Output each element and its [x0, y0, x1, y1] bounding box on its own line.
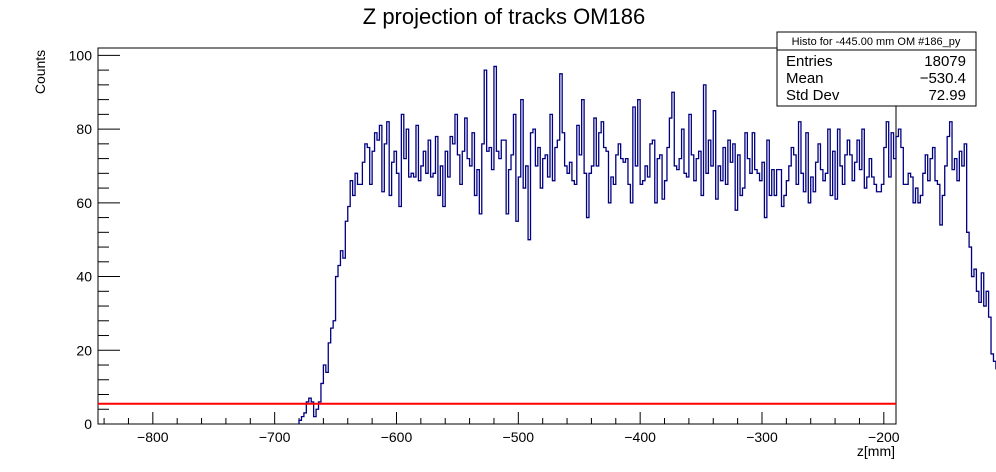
y-axis-title: Counts [32, 50, 48, 94]
axis-ticks [98, 54, 885, 425]
x-axis-title: z[mm] [857, 443, 895, 459]
y-tick-label: 20 [76, 342, 92, 358]
stats-stddev-value: 72.99 [928, 87, 966, 104]
x-tick-label: −700 [259, 429, 291, 445]
stats-mean-value: −530.4 [920, 70, 966, 87]
y-tick-label: 40 [76, 269, 92, 285]
x-tick-label: −200 [868, 429, 900, 445]
stats-box: Histo for -445.00 mm OM #186_py Entries … [776, 31, 977, 107]
x-tick-label: −800 [137, 429, 169, 445]
stats-stddev-label: Std Dev [786, 87, 840, 104]
y-tick-label: 100 [69, 47, 93, 63]
plot-frame [97, 47, 897, 425]
stats-header: Histo for -445.00 mm OM #186_py [792, 36, 961, 48]
y-tick-label: 60 [76, 195, 92, 211]
histogram-step-line [298, 65, 996, 424]
y-tick-label: 0 [84, 416, 92, 432]
y-tick-label: 80 [76, 121, 92, 137]
stats-entries-value: 18079 [924, 53, 966, 70]
x-tick-label: −600 [381, 429, 413, 445]
histogram-series [98, 65, 996, 424]
chart-title: Z projection of tracks OM186 [363, 4, 645, 29]
plot-area-frame [97, 47, 897, 425]
x-tick-label: −400 [624, 429, 656, 445]
axis-tick-labels: −800 −700 −600 −500 −400 −300 −200 0 20 40 60 80 100 [69, 47, 900, 445]
stats-entries-label: Entries [786, 53, 833, 70]
stats-mean-label: Mean [786, 70, 824, 87]
x-tick-label: −300 [746, 429, 778, 445]
stats-box-frame [776, 31, 977, 107]
x-tick-label: −500 [503, 429, 535, 445]
